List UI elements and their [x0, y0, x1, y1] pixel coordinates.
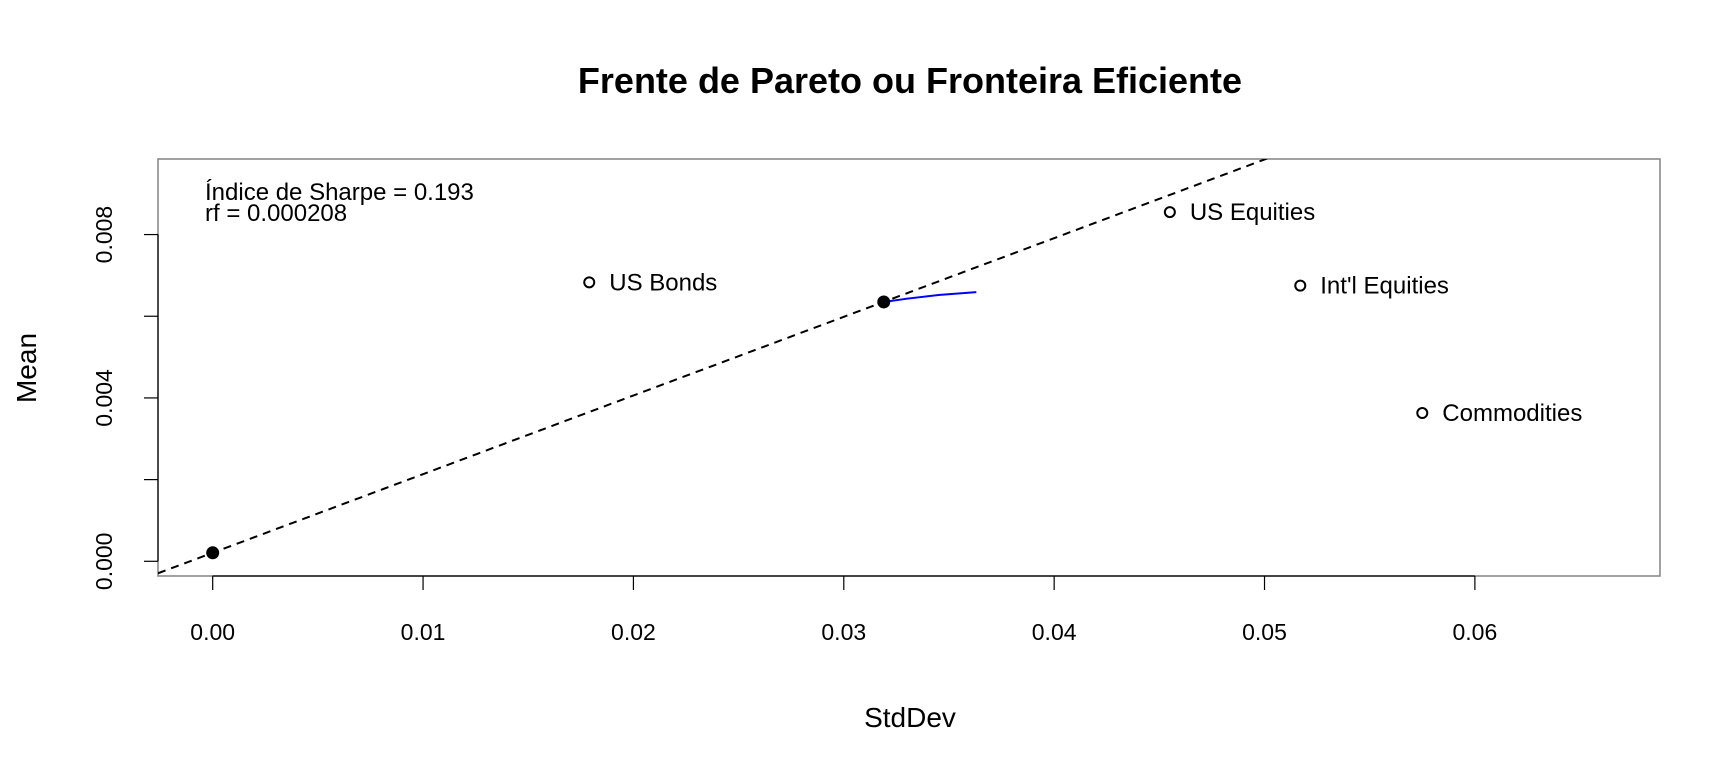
- key-point: [206, 546, 220, 560]
- y-tick-label: 0.008: [91, 206, 117, 264]
- x-tick-label: 0.01: [401, 619, 446, 645]
- asset-label: Commodities: [1442, 400, 1582, 427]
- tangent-line: [158, 159, 1269, 575]
- y-tick-label: 0.000: [91, 533, 117, 591]
- y-tick-label: 0.004: [91, 369, 117, 427]
- x-tick-label: 0.05: [1242, 619, 1287, 645]
- asset-label: US Equities: [1190, 199, 1315, 226]
- annotation-text: Índice de Sharpe = 0.193: [205, 179, 474, 206]
- x-tick-label: 0.02: [611, 619, 656, 645]
- asset-point: [1294, 279, 1307, 292]
- key-point: [877, 295, 891, 309]
- x-tick-label: 0.04: [1032, 619, 1077, 645]
- asset-point: [583, 276, 596, 289]
- asset-label: Int'l Equities: [1320, 273, 1449, 300]
- chart-title: Frente de Pareto ou Fronteira Eficiente: [578, 60, 1242, 101]
- asset-point: [1163, 206, 1176, 219]
- y-axis-label: Mean: [11, 333, 42, 403]
- x-axis-label: StdDev: [864, 702, 956, 733]
- asset-point: [1416, 407, 1429, 420]
- x-tick-label: 0.06: [1452, 619, 1497, 645]
- efficient-frontier-line: [883, 291, 977, 303]
- plot-layer: 0.00 0.01 0.02 0.03 0.04 0.05 0.06 0.000 0.004 0.…: [91, 158, 1661, 645]
- x-tick-label: 0.03: [821, 619, 866, 645]
- annotation-text: rf = 0.000208: [205, 200, 347, 227]
- x-tick-label: 0.00: [190, 619, 235, 645]
- asset-label: US Bonds: [609, 269, 717, 296]
- plot-frame: [157, 158, 1661, 577]
